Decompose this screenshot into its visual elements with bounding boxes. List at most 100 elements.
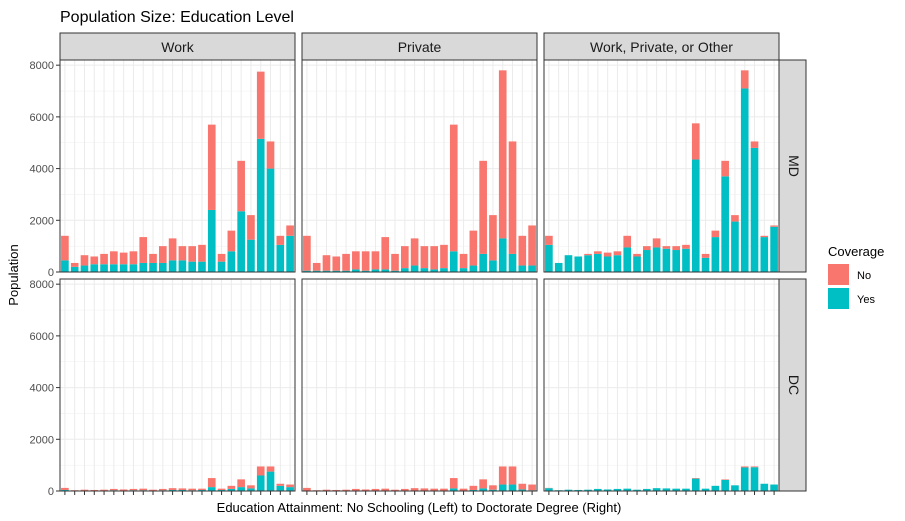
bar-yes: [701, 257, 710, 272]
bar-yes: [479, 253, 487, 272]
bar-no: [430, 488, 439, 491]
bar-no: [518, 483, 527, 490]
bar-no: [672, 246, 681, 251]
y-tick-label: 0: [48, 267, 54, 279]
bar-yes: [61, 260, 69, 272]
bar-no: [508, 466, 517, 485]
panel-work-md: [59, 59, 296, 273]
panel-background: [544, 60, 779, 272]
bar-no: [139, 488, 148, 491]
bar-yes: [760, 483, 769, 491]
bar-no: [266, 141, 275, 169]
bar-yes: [188, 261, 197, 272]
panel-border: [301, 59, 538, 273]
bar-yes: [711, 485, 720, 491]
bar-no: [662, 246, 671, 249]
bar-yes: [227, 251, 236, 272]
bar-yes: [469, 265, 478, 272]
bar-no: [479, 479, 487, 489]
bar-no: [381, 237, 390, 270]
bar-no: [479, 160, 487, 254]
bar-yes: [61, 489, 69, 491]
bar-yes: [217, 261, 226, 272]
bar-no: [70, 262, 79, 267]
facet-strip-col-2: [543, 32, 780, 61]
bar-yes: [119, 264, 128, 272]
bar-yes: [564, 489, 573, 491]
bar-yes: [371, 269, 380, 272]
bar-no: [430, 246, 439, 270]
bar-yes: [662, 488, 671, 491]
bar-yes: [440, 268, 448, 272]
bar-yes: [554, 262, 563, 272]
bar-yes: [198, 489, 206, 491]
bar-no: [61, 487, 69, 490]
bar-no: [158, 246, 167, 263]
bar-no: [303, 487, 311, 491]
facet-strip-col-0: [59, 32, 296, 61]
bar-no: [188, 488, 197, 491]
bar-yes: [489, 260, 497, 272]
bar-yes: [178, 260, 187, 272]
bar-yes: [642, 488, 651, 491]
bar-no: [129, 251, 138, 265]
bar-no: [352, 488, 360, 491]
bar-no: [371, 488, 380, 491]
bar-no: [266, 466, 275, 472]
panel-border: [543, 278, 780, 492]
bar-yes: [508, 253, 517, 272]
bar-yes: [613, 255, 622, 272]
bar-no: [247, 485, 255, 489]
bar-no: [178, 246, 187, 261]
bar-yes: [721, 479, 729, 491]
facet-strip-label: DC: [786, 375, 802, 395]
bar-yes: [391, 270, 399, 272]
bar-yes: [518, 489, 527, 491]
bar-yes: [508, 484, 517, 491]
bar-no: [594, 251, 602, 254]
bar-no: [381, 488, 390, 491]
legend: Coverage No Yes: [828, 244, 884, 309]
y-axis-title: Population: [6, 244, 21, 305]
bar-no: [237, 479, 245, 488]
bar-no: [332, 256, 341, 271]
panel-background: [544, 279, 779, 491]
bar-no: [489, 215, 497, 261]
bar-no: [545, 235, 553, 245]
bar-yes: [469, 489, 478, 491]
bar-no: [276, 483, 285, 486]
bar-no: [642, 246, 651, 251]
bar-no: [129, 488, 138, 491]
bar-yes: [400, 268, 409, 272]
bar-yes: [286, 487, 294, 491]
bar-no: [361, 251, 370, 271]
bar-yes: [237, 487, 245, 491]
bar-yes: [286, 235, 294, 272]
bar-no: [207, 478, 216, 488]
bar-no: [119, 252, 128, 265]
bar-no: [80, 255, 89, 266]
bar-yes: [731, 221, 739, 272]
bar-no: [303, 235, 311, 271]
bar-yes: [489, 489, 497, 491]
panel-background: [302, 60, 537, 272]
bar-no: [603, 252, 612, 257]
bar-yes: [256, 138, 265, 272]
bar-no: [440, 244, 448, 269]
bar-no: [760, 235, 769, 238]
panel-work-private-or-other-dc: [543, 278, 780, 492]
bar-no: [256, 466, 265, 476]
bar-yes: [662, 248, 671, 272]
bar-yes: [594, 488, 602, 491]
bar-yes: [721, 176, 729, 272]
facet-strip-label: MD: [786, 155, 802, 177]
bar-no: [449, 124, 458, 252]
bar-yes: [574, 256, 583, 272]
bar-yes: [594, 253, 602, 272]
bar-yes: [545, 244, 553, 272]
bar-no: [342, 489, 350, 491]
y-tick-label: 8000: [30, 60, 54, 72]
bar-yes: [652, 488, 661, 491]
legend-label-no: No: [857, 270, 871, 282]
